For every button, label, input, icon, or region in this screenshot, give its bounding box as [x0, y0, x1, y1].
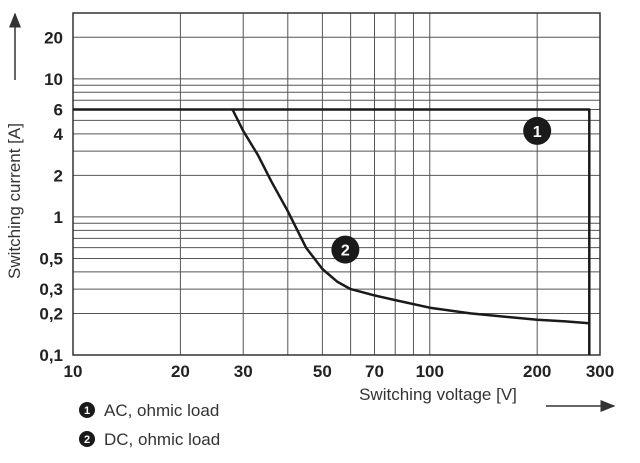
- series-group: [73, 108, 591, 355]
- x-tick-label: 70: [365, 362, 384, 381]
- y-tick-label: 0,5: [39, 249, 63, 268]
- y-tick-label: 0,2: [39, 304, 63, 323]
- x-tick-label: 20: [171, 362, 190, 381]
- legend: 1 AC, ohmic load 2 DC, ohmic load: [79, 401, 220, 449]
- y-tick-labels: 0,1 0,2 0,3 0,5 1 2 4 6 10 20: [39, 28, 63, 365]
- y-tick-label: 4: [54, 125, 64, 144]
- legend-marker-2: [79, 431, 95, 447]
- x-tick-label: 50: [313, 362, 332, 381]
- legend-marker-1: [79, 402, 95, 418]
- y-tick-label: 20: [44, 28, 63, 47]
- series-marker-1: [523, 116, 552, 145]
- legend-marker-label: 1: [84, 405, 90, 417]
- grid: [72, 12, 601, 356]
- plot-frame: [72, 12, 601, 356]
- x-tick-labels: 10 20 30 50 70 100 200 300: [64, 362, 615, 381]
- y-tick-label: 0,1: [39, 346, 63, 365]
- series-marker-label-2: 2: [341, 243, 350, 260]
- x-axis-label: Switching voltage [V]: [359, 385, 517, 404]
- y-axis-label: Switching current [A]: [5, 123, 24, 279]
- series-1-line: [73, 108, 591, 355]
- x-tick-label: 200: [523, 362, 551, 381]
- x-tick-label: 10: [64, 362, 83, 381]
- legend-text-1: AC, ohmic load: [104, 401, 219, 420]
- y-tick-label: 0,3: [39, 280, 63, 299]
- legend-text-2: DC, ohmic load: [104, 430, 220, 449]
- y-tick-label: 1: [54, 208, 63, 227]
- y-tick-label: 6: [54, 101, 63, 120]
- series-marker-label-1: 1: [533, 124, 542, 141]
- x-tick-label: 100: [416, 362, 444, 381]
- marker-group: 12: [331, 116, 552, 264]
- series-2-line: [231, 108, 590, 325]
- x-tick-label: 30: [234, 362, 253, 381]
- x-tick-label: 300: [586, 362, 614, 381]
- y-tick-label: 2: [54, 166, 63, 185]
- plot-border: [72, 12, 601, 356]
- series-marker-2: [331, 235, 360, 264]
- legend-marker-label: 2: [84, 434, 90, 446]
- y-tick-label: 10: [44, 70, 63, 89]
